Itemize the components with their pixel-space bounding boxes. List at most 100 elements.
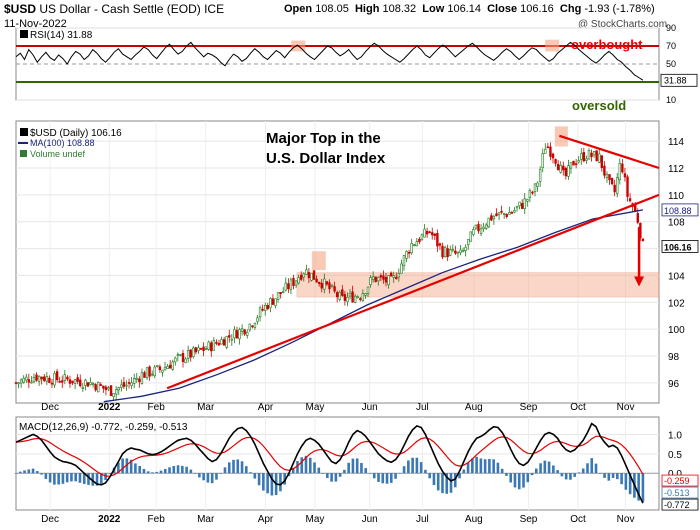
candle-body	[153, 366, 156, 377]
close-last-badge	[661, 240, 699, 253]
candle-body	[228, 335, 231, 338]
macd-hist-bar	[317, 467, 321, 474]
candle-body	[94, 384, 97, 391]
candle-body	[353, 295, 357, 303]
candle-body	[212, 340, 216, 351]
macd-hist-bar	[436, 473, 440, 491]
macd-hist-bar	[36, 471, 39, 474]
macd-hist-bar	[181, 465, 184, 474]
candle-body	[482, 226, 485, 229]
macd-hist-bar	[505, 473, 508, 476]
candle-body	[323, 278, 326, 290]
macd-hist-bar	[82, 473, 86, 484]
candle-body	[89, 382, 92, 385]
macd-hist-bar	[210, 473, 214, 484]
candle-body	[546, 146, 550, 149]
candle-body	[266, 305, 269, 310]
candle-body	[346, 297, 349, 303]
candle-body	[240, 328, 244, 332]
candle-body	[61, 380, 64, 383]
macd-hist-bar	[402, 466, 406, 474]
candle-body	[168, 364, 172, 369]
rsi-tick-70: 70	[666, 41, 676, 51]
candle-body	[436, 233, 439, 247]
macd-signal-line	[15, 435, 644, 477]
candle-body	[556, 163, 560, 171]
candle-body	[104, 386, 108, 391]
candle-body	[22, 377, 25, 383]
macd-hist-bar	[360, 462, 363, 474]
macd-hist-bar	[168, 467, 171, 474]
candle-body	[505, 214, 508, 217]
candle-body	[27, 379, 31, 383]
candle-body	[138, 378, 141, 383]
macd-hist-bar	[296, 461, 299, 474]
candle-body	[366, 286, 370, 294]
candle-body	[282, 291, 285, 294]
candle-body	[97, 382, 100, 393]
instrument-name: US Dollar - Cash Settle (EOD)	[39, 2, 201, 16]
price-legend-volume: Volume undef	[30, 149, 86, 159]
candle-body	[492, 216, 496, 220]
candle-body	[577, 160, 580, 163]
candle-body	[220, 339, 223, 345]
macd-legend: MACD(12,26,9) -0.772, -0.259, -0.513	[19, 422, 188, 433]
candle-body	[587, 150, 591, 160]
candle-body	[130, 382, 133, 387]
macd-badge-text-last_hist: -0.513	[664, 488, 690, 498]
macd-hist-bar	[577, 472, 581, 474]
candle-body	[636, 213, 639, 223]
candle-body	[613, 184, 616, 193]
candle-body	[502, 213, 506, 215]
candle-body	[217, 343, 221, 346]
macd-hist-bar	[471, 458, 474, 474]
candle-body	[248, 323, 252, 331]
macd-hist-bar	[407, 460, 410, 474]
candle-body	[541, 153, 544, 168]
macd-hist-bar	[415, 457, 419, 474]
macd-hist-bar	[611, 473, 615, 478]
macd-hist-bar	[74, 473, 78, 482]
candle-body	[508, 212, 511, 215]
macd-hist-bar	[40, 473, 43, 475]
candle-body	[341, 289, 344, 296]
rsi-legend-text: RSI(14) 31.88	[30, 30, 93, 41]
macd-hist-bar	[343, 469, 346, 474]
macd-hist-bar	[539, 463, 542, 474]
candle-body	[107, 387, 110, 390]
macd-hist-bar	[594, 463, 598, 474]
macd-hist-bar	[279, 473, 282, 492]
candle-body	[618, 162, 622, 181]
candle-body	[50, 382, 54, 385]
candle-body	[197, 347, 200, 351]
candle-body	[569, 162, 573, 169]
macd-hist-bar	[308, 457, 312, 474]
candle-body	[616, 177, 619, 194]
rsi-legend-swatch	[20, 30, 28, 38]
candle-body	[374, 276, 377, 282]
candle-body	[405, 251, 408, 259]
candle-body	[299, 274, 303, 280]
macd-hist-bar	[432, 473, 436, 486]
close-value: 106.16	[520, 3, 554, 15]
macd-hist-bar	[569, 473, 572, 480]
candle-body	[523, 198, 526, 209]
macd-hist-bar	[641, 473, 645, 502]
candle-body	[35, 374, 38, 381]
candle-body	[564, 167, 568, 177]
candle-body	[477, 224, 480, 232]
candle-body	[474, 224, 478, 229]
candle-body	[189, 349, 192, 358]
candle-body	[294, 280, 298, 286]
macd-hist-bar	[492, 459, 495, 474]
candle-body	[418, 238, 421, 243]
candle-body	[55, 371, 59, 381]
candle-body	[425, 230, 429, 235]
macd-xlabel-aug: Aug	[465, 514, 483, 525]
macd-hist-bar	[270, 473, 274, 496]
rsi-peak-sep	[545, 39, 560, 52]
candle-body	[395, 276, 398, 280]
candle-body	[533, 183, 537, 193]
rsi-line	[15, 41, 644, 81]
